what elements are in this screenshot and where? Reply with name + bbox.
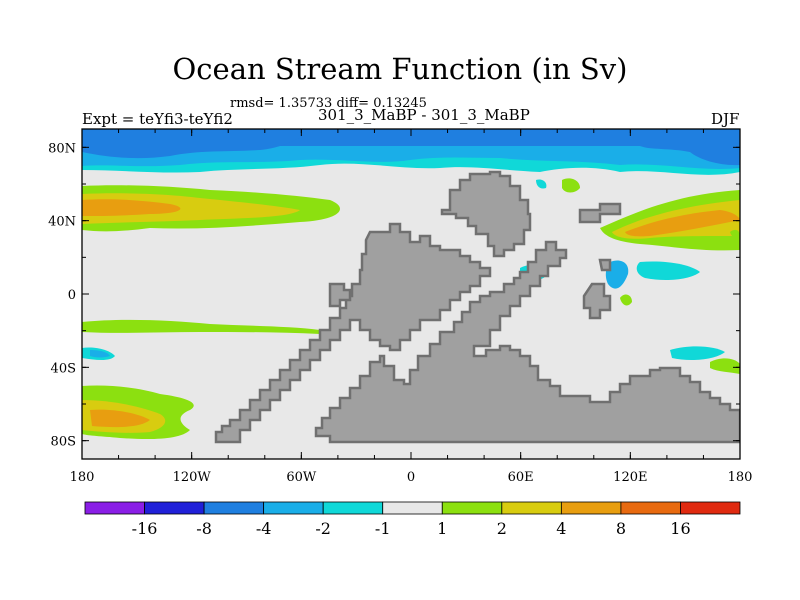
land-island-3 [582,282,612,320]
land-island-2 [578,202,622,224]
map-area [82,129,740,459]
contour-small-9 [730,229,740,239]
y-tick-label: 0 [68,288,76,303]
chart-title: Ocean Stream Function (in Sv) [172,52,628,86]
x-tick-label: 180 [728,470,753,485]
y-tick-label: 40N [48,215,76,230]
x-tick-label: 60E [508,470,534,485]
colorbar-label: -2 [315,519,331,538]
contour-epac-p4 [625,210,740,237]
contour-small-8 [620,294,632,306]
colorbar-label: 8 [616,519,626,538]
y-tick-label: 80S [51,435,76,450]
contour-small-6 [710,358,740,374]
colorbar-label: 2 [497,519,507,538]
contour-small-1 [562,178,580,193]
contour-trop-p1 [82,319,320,334]
contour-small-7 [670,346,725,360]
land-island-1 [328,282,352,308]
x-tick-label: 120W [173,470,212,485]
land-island-4 [598,258,612,272]
x-tick-label: 0 [407,470,415,485]
colorbar-label: -4 [256,519,272,538]
colorbar-label: -16 [132,519,158,538]
land-americas [214,222,492,444]
colorbar-swatch [680,501,741,515]
colorbar-swatch [144,501,205,515]
colorbar-label: -1 [375,519,391,538]
colorbar-swatch [84,501,145,515]
x-tick-label: 60W [286,470,317,485]
experiment-label: Expt = teYfi3-teYfi2 [82,110,233,128]
colorbar-swatch [441,501,503,515]
colorbar-label: 4 [556,519,566,538]
colorbar-swatch [620,501,681,515]
season-label: DJF [711,110,740,128]
colorbar-swatch [203,501,265,515]
colorbar-label: 16 [670,519,690,538]
colorbar-swatch [263,501,324,515]
run-label: 301_3_MaBP - 301_3_MaBP [318,106,530,124]
colorbar: -16 -8 -4 -2 -1 1 2 4 8 16 [84,501,741,538]
colorbar-label: -8 [196,519,212,538]
y-tick-label: 80N [48,141,76,156]
colorbar-swatch [501,501,562,515]
colorbar-swatch [322,501,384,515]
colorbar-swatch [560,501,622,515]
land-afro-eurasia [314,240,740,444]
axis-ticks: 180 120W 60W 0 60E 120E 180 80N 40N 0 40S 80S [48,129,752,485]
contour-small-3 [605,260,629,289]
y-tick-label: 40S [51,361,76,376]
contour-small-2 [536,179,547,189]
x-tick-label: 120E [613,470,647,485]
contour-south-m1b [90,350,110,358]
contour-north-m4b [82,138,300,159]
contour-nmid-p4 [82,199,181,216]
contour-small-4 [636,261,700,280]
colorbar-swatch [382,501,443,515]
x-tick-label: 180 [70,470,95,485]
contour-south-p4 [90,409,150,428]
land-greenland [440,170,532,258]
chart-subtitle: rmsd= 1.35733 diff= 0.13245 [230,96,427,111]
colorbar-label: 1 [437,519,447,538]
